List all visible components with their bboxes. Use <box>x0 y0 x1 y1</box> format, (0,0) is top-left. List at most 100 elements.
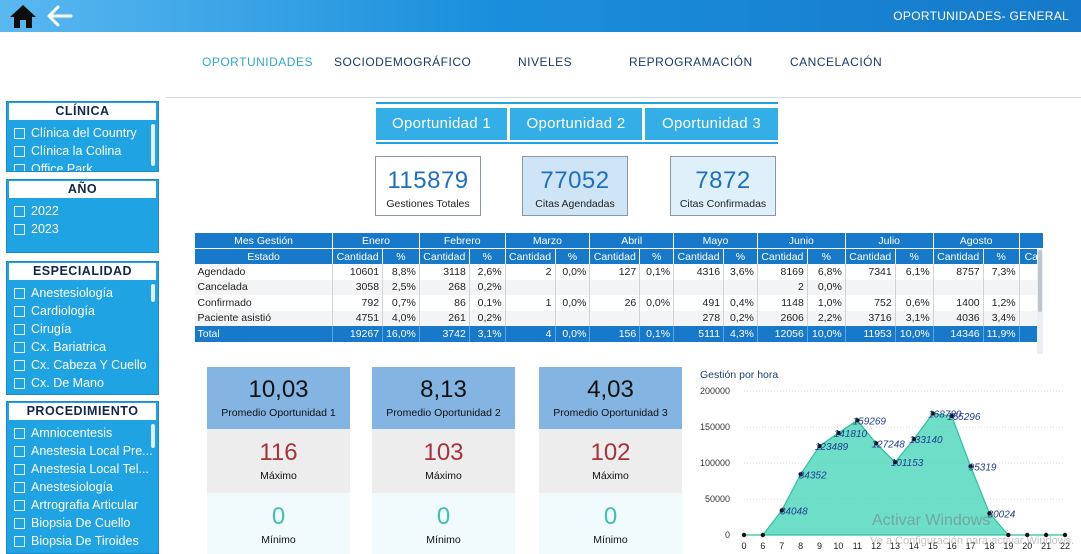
filter-option[interactable]: Anestesiología <box>14 478 158 496</box>
chart-title: Gestión por hora <box>700 369 779 381</box>
filter-option[interactable]: Anestesia Local Tel... <box>14 460 158 478</box>
tab-oportunidad-3[interactable]: Oportunidad 3 <box>645 108 778 140</box>
checkbox-icon[interactable] <box>14 223 25 235</box>
filter-option[interactable]: Cirugía <box>14 320 158 338</box>
matrix-table[interactable]: Mes Gestión Enero Febrero Marzo Abril Ma… <box>194 233 1043 354</box>
checkbox-icon[interactable] <box>14 287 25 299</box>
filter-option[interactable]: 2022 <box>14 202 158 220</box>
min-value: 0 <box>271 503 286 530</box>
table-row[interactable]: Paciente asistió 4751 4,0% 261 0,2% 278 0,2% 26… <box>194 310 1043 326</box>
filter-option[interactable]: Cx. Cabeza Y Cuello <box>14 356 158 374</box>
checkbox-icon[interactable] <box>14 445 25 457</box>
checkbox-icon[interactable] <box>14 377 25 389</box>
checkbox-icon[interactable] <box>14 305 25 317</box>
table-total-row[interactable]: Total 19267 16,0% 3742 3,1% 4 0,0% 156 0,1% 5111 4… <box>194 326 1043 342</box>
filter-option[interactable]: 2023 <box>14 220 158 238</box>
cell-percent: 3,1% <box>894 310 934 326</box>
filter-option-label: Anestesia Local Tel... <box>31 462 149 476</box>
checkbox-icon[interactable] <box>14 145 25 157</box>
cell-cantidad: 156 <box>589 326 640 342</box>
tab-oportunidad-1[interactable]: Oportunidad 1 <box>376 108 507 140</box>
nav-oportunidades[interactable]: OPORTUNIDADES <box>202 55 313 69</box>
cell-cantidad: 3742 <box>418 326 470 342</box>
percent-header: % <box>554 248 590 264</box>
checkbox-icon[interactable] <box>14 535 25 547</box>
filter-option[interactable]: Anestesia Local Pre... <box>14 442 158 460</box>
table-row[interactable]: Agendado 10601 8,8% 3118 2,6% 2 0,0% 127 0,1% 431… <box>195 264 1043 280</box>
checkbox-icon[interactable] <box>14 205 25 217</box>
filter-especialidad: ESPECIALIDAD Anestesiología Cardiología … <box>6 261 159 395</box>
cell-percent <box>982 279 1020 295</box>
checkbox-icon[interactable] <box>14 323 25 335</box>
cantidad-header: Cantidad <box>756 248 808 264</box>
row-state: Cancelada <box>194 279 333 295</box>
cell-cantidad: 8757 <box>932 264 984 280</box>
cell-cantidad: 4316 <box>673 264 724 280</box>
cell-cantidad <box>504 279 555 295</box>
filter-scrollbar[interactable] <box>151 424 155 448</box>
cell-percent <box>554 310 590 326</box>
home-icon[interactable] <box>8 3 38 29</box>
cantidad-header: Cantidad <box>504 248 555 264</box>
x-tick-label: 10 <box>833 541 843 551</box>
chart-point <box>798 472 803 477</box>
cell-percent: 3,4% <box>982 310 1020 326</box>
month-header: Junio <box>756 233 846 249</box>
checkbox-icon[interactable] <box>14 517 25 529</box>
checkbox-icon[interactable] <box>14 163 25 171</box>
hourly-area-chart[interactable]: 0 50000 100000 150000 200000 0 6 7 34048 8 84352 9 1… <box>690 380 1081 554</box>
cell-cantidad: 3118 <box>418 264 470 280</box>
filter-procedimiento: PROCEDIMIENTO Amniocentesis Anestesia Lo… <box>6 401 159 554</box>
report-title: OPORTUNIDADES- GENERAL <box>893 9 1069 23</box>
average-card-2: 8,13 Promedio Oportunidad 2 103 Máximo 0… <box>372 367 515 554</box>
cell-percent: 16,0% <box>382 326 420 342</box>
checkbox-icon[interactable] <box>14 463 25 475</box>
checkbox-icon[interactable] <box>14 427 25 439</box>
checkbox-icon[interactable] <box>14 499 25 511</box>
table-scrollbar-thumb[interactable] <box>1038 250 1042 312</box>
cell-percent <box>554 279 590 295</box>
filter-option[interactable]: Biopsia De Cuello <box>14 514 158 532</box>
back-arrow-icon[interactable] <box>44 3 74 29</box>
table-row[interactable]: Confirmado 792 0,7% 86 0,1% 1 0,0% 26 0,0% 491 0,4… <box>195 295 1043 311</box>
cell-cantidad <box>1018 295 1043 311</box>
x-tick-label: 15 <box>928 541 938 551</box>
filter-option[interactable]: Office Park <box>14 160 158 172</box>
filter-option[interactable]: Amniocentesis <box>14 424 158 442</box>
filter-scrollbar[interactable] <box>151 284 155 302</box>
filter-option[interactable]: Anestesiología <box>14 284 158 302</box>
filter-option[interactable]: Cx. De Mano <box>14 374 158 392</box>
checkbox-icon[interactable] <box>14 127 25 139</box>
average-value: 10,03 <box>248 376 309 403</box>
state-header: Estado <box>194 248 333 264</box>
checkbox-icon[interactable] <box>14 481 25 493</box>
cell-percent: 0,2% <box>723 310 758 326</box>
nav-sociodemografico[interactable]: SOCIODEMOGRÁFICO <box>334 55 472 69</box>
data-label: 30024 <box>988 509 1016 520</box>
nav-reprogramacion[interactable]: REPROGRAMACIÓN <box>629 55 753 69</box>
x-tick-label: 12 <box>871 541 881 551</box>
cell-percent: 3,6% <box>723 264 758 280</box>
max-label: Máximo <box>260 470 297 482</box>
filter-option[interactable]: Cardiología <box>14 302 158 320</box>
min-label: Mínimo <box>261 534 296 546</box>
tab-oportunidad-2[interactable]: Oportunidad 2 <box>510 108 642 140</box>
row-state: Agendado <box>197 265 246 278</box>
filter-option[interactable]: Biopsia De Tiroides <box>14 532 158 550</box>
checkbox-icon[interactable] <box>14 341 25 353</box>
table-row[interactable]: Cancelada 3058 2,5% 268 0,2% 2 0,0% <box>194 279 1043 295</box>
filter-option[interactable]: Clínica del Country <box>14 124 158 142</box>
nav-cancelacion[interactable]: CANCELACIÓN <box>790 55 883 69</box>
filter-option[interactable]: Clínica la Colina <box>14 142 158 160</box>
filter-option[interactable]: Cx. Bariatrica <box>14 338 158 356</box>
max-section: 103 Máximo <box>372 429 515 493</box>
filter-option-label: Office Park <box>31 162 93 172</box>
chart-point <box>949 413 954 419</box>
filter-option[interactable]: Artrografia Articular <box>14 496 158 514</box>
nav-niveles[interactable]: NIVELES <box>518 55 573 69</box>
average-card-3: 4,03 Promedio Oportunidad 3 102 Máximo 0… <box>539 367 682 554</box>
cell-percent: 10,0% <box>894 326 934 342</box>
cantidad-header: Cantidad <box>673 248 724 264</box>
filter-scrollbar[interactable] <box>151 124 155 166</box>
checkbox-icon[interactable] <box>14 359 25 371</box>
